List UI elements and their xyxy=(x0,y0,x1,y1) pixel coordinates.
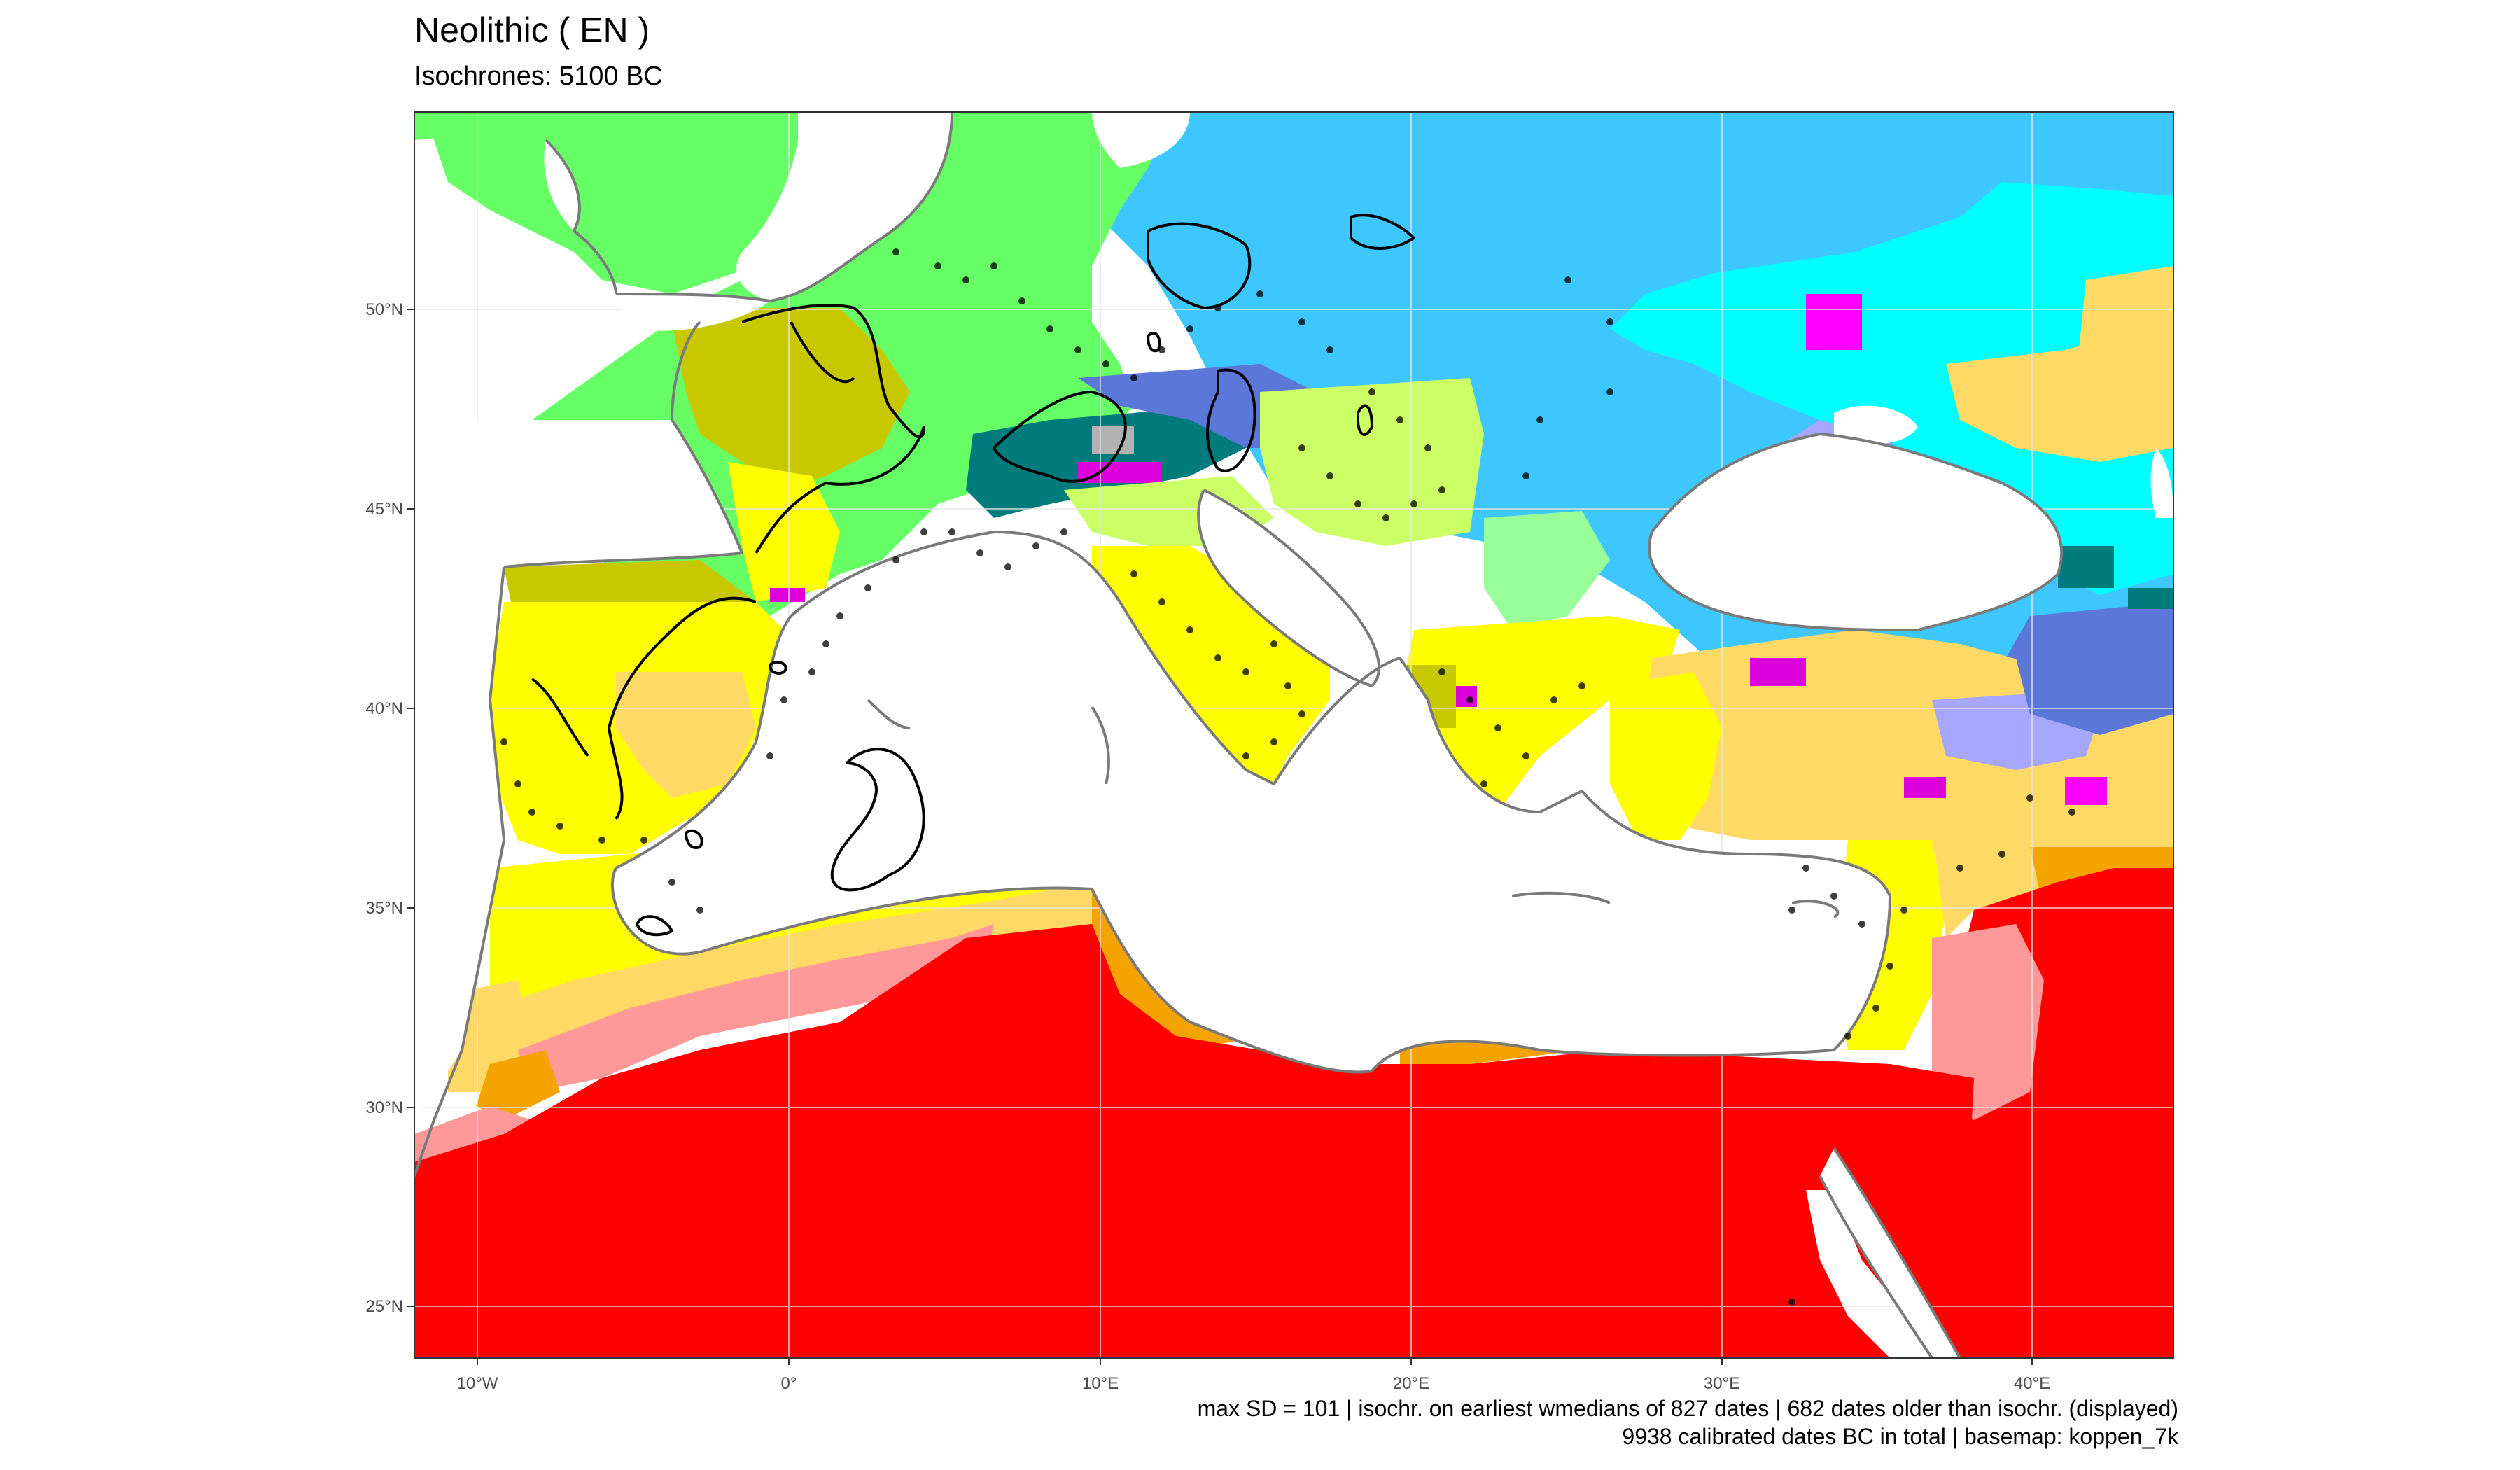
north-sea xyxy=(736,112,952,301)
y-tick-label: 50°N xyxy=(365,300,403,319)
zone-alpine-caucasus-2 xyxy=(2128,588,2174,609)
caption-line-2: 9938 calibrated dates BC in total | base… xyxy=(1622,1424,2178,1449)
zone-steppe-cold-east xyxy=(2079,266,2174,406)
zone-mediterranean-warm xyxy=(672,308,910,490)
zone-magenta-1 xyxy=(1806,294,1862,350)
zone-magenta-5 xyxy=(770,588,805,602)
irish-sea xyxy=(544,140,580,231)
zone-mediterranean-hot-france xyxy=(728,462,840,602)
isochrone-small-3 xyxy=(769,660,788,675)
map-title: Neolithic ( EN ) xyxy=(414,10,650,50)
x-tick-label: 20°E xyxy=(1393,1374,1429,1393)
x-tick-label: 30°E xyxy=(1704,1374,1740,1393)
zone-subarctic-anatolia xyxy=(2016,644,2174,735)
isochrone-balkans-north xyxy=(1147,222,1252,309)
black-sea xyxy=(1649,434,2062,630)
zone-mediterranean-hot-anatolia xyxy=(1610,672,1722,840)
seas xyxy=(414,112,2174,1358)
caspian-sea xyxy=(2150,448,2174,518)
y-tick-label: 40°N xyxy=(365,699,403,718)
y-tick-label: 45°N xyxy=(365,500,403,519)
isochrone-france xyxy=(741,304,925,554)
caption-line-1: max SD = 101 | isochr. on earliest wmedi… xyxy=(1197,1396,2178,1421)
coast-red-sea xyxy=(1819,1147,1961,1358)
zone-desert-cold-levant xyxy=(1932,924,2044,1120)
zone-oceanic-uk xyxy=(434,112,840,294)
y-axis-labels: 50°N 45°N 40°N 35°N 30°N 25°N xyxy=(365,300,403,1316)
zone-magenta-4 xyxy=(2065,777,2107,805)
coast-mediterranean xyxy=(611,531,1891,1074)
isochrone-small-1 xyxy=(1357,404,1373,436)
isochrone-iberia xyxy=(531,596,757,820)
coast-iberia-west xyxy=(414,566,505,1177)
x-tick-label: 10°E xyxy=(1082,1374,1119,1393)
zone-mediterranean-hot-greece xyxy=(1400,616,1680,826)
zone-desert-cold-maghreb xyxy=(518,924,994,1092)
isochrone-east xyxy=(1350,214,1415,250)
zone-magenta-3 xyxy=(1904,777,1946,798)
zone-magenta-alps xyxy=(1078,462,1162,483)
y-tick-label: 25°N xyxy=(365,1297,403,1316)
zone-humid-balkan xyxy=(1484,511,1610,630)
red-sea xyxy=(1820,1148,1960,1358)
isochrone-sardinia xyxy=(830,748,925,892)
zone-steppe-hot-morocco xyxy=(476,1050,560,1120)
mediterranean-sea xyxy=(612,532,1890,1072)
zone-subarctic xyxy=(1078,364,1316,448)
isochrone-small-4 xyxy=(685,829,704,849)
coast-adriatic xyxy=(1197,489,1380,687)
isochrone-small-5 xyxy=(636,915,673,937)
bay-of-biscay xyxy=(414,420,742,574)
zone-magenta-6 xyxy=(1456,686,1477,707)
english-channel xyxy=(616,294,770,331)
isochrone-carpathian xyxy=(1206,368,1256,472)
zone-alpine-caucasus xyxy=(2058,546,2114,588)
y-tick-label: 30°N xyxy=(365,1098,403,1117)
map-subtitle: Isochrones: 5100 BC xyxy=(414,62,663,91)
x-axis-labels: 10°W 0° 10°E 20°E 30°E 40°E xyxy=(457,1374,2051,1393)
zone-nile xyxy=(1806,1190,1932,1358)
zone-desert-hot-sahara xyxy=(414,924,1974,1358)
zone-tundra xyxy=(1092,426,1134,454)
x-tick-label: 0° xyxy=(781,1374,797,1393)
atlantic-iberia xyxy=(414,560,504,1120)
isochrone-alps xyxy=(993,391,1127,483)
azov-sea xyxy=(1834,405,1918,444)
x-tick-label: 40°E xyxy=(2014,1374,2050,1393)
panel-border xyxy=(414,111,2174,1359)
zone-magenta-2 xyxy=(1750,658,1806,686)
adriatic-sea xyxy=(1198,490,1379,686)
coastlines xyxy=(414,112,2064,1358)
x-tick-label: 10°W xyxy=(457,1374,498,1393)
zone-humid-subtropical xyxy=(1260,378,1484,546)
baltic-sea xyxy=(1092,112,1190,168)
site-dots xyxy=(500,248,2076,1306)
axis-ticks xyxy=(407,309,2033,1365)
y-tick-label: 35°N xyxy=(365,899,403,918)
coast-black-sea xyxy=(1648,433,2064,631)
coast-italy-islands xyxy=(867,699,1840,918)
zone-steppe-cold-iberia xyxy=(616,672,756,798)
coast-france-west xyxy=(503,321,743,568)
isochrones xyxy=(531,214,1415,937)
coast-uk xyxy=(545,112,953,302)
